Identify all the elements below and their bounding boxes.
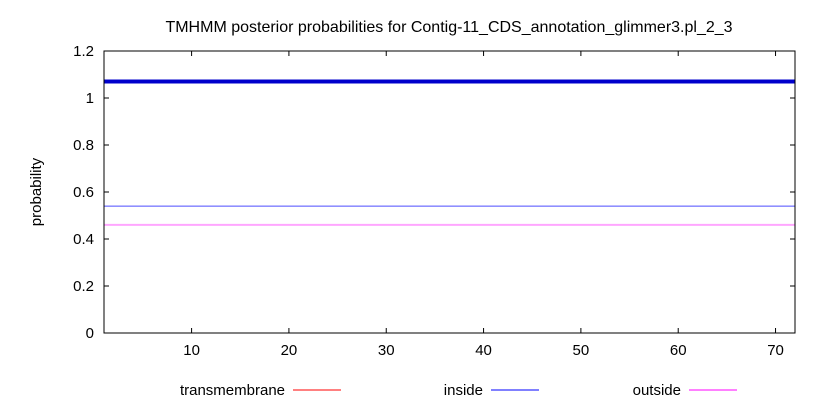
plot-area bbox=[104, 79, 795, 334]
axis-ticks: 10 20 30 40 50 60 70 0 0.2 0.4 0.6 0.8 1 1.2 bbox=[73, 43, 795, 359]
y-tick-label: 0.8 bbox=[73, 137, 94, 154]
y-tick-label: 0.4 bbox=[73, 231, 94, 248]
x-tick-label: 20 bbox=[281, 342, 298, 359]
x-tick-label: 50 bbox=[573, 342, 590, 359]
y-tick-label: 0 bbox=[86, 325, 94, 342]
plot-frame bbox=[103, 50, 796, 334]
y-tick-label: 1.2 bbox=[73, 43, 94, 60]
y-tick-label: 0.6 bbox=[73, 184, 94, 201]
legend-label-transmembrane: transmembrane bbox=[180, 382, 285, 399]
legend-label-inside: inside bbox=[444, 382, 483, 399]
y-axis-label: probability bbox=[28, 157, 45, 226]
x-tick-label: 10 bbox=[183, 342, 200, 359]
y-tick-label: 1 bbox=[86, 90, 94, 107]
chart-title: TMHMM posterior probabilities for Contig… bbox=[165, 19, 732, 36]
legend-label-outside: outside bbox=[633, 382, 681, 399]
x-tick-label: 70 bbox=[767, 342, 784, 359]
legend: transmembrane inside outside bbox=[180, 382, 737, 399]
x-tick-label: 30 bbox=[378, 342, 395, 359]
y-tick-label: 0.2 bbox=[73, 278, 94, 295]
x-tick-label: 40 bbox=[475, 342, 492, 359]
x-tick-label: 60 bbox=[670, 342, 687, 359]
